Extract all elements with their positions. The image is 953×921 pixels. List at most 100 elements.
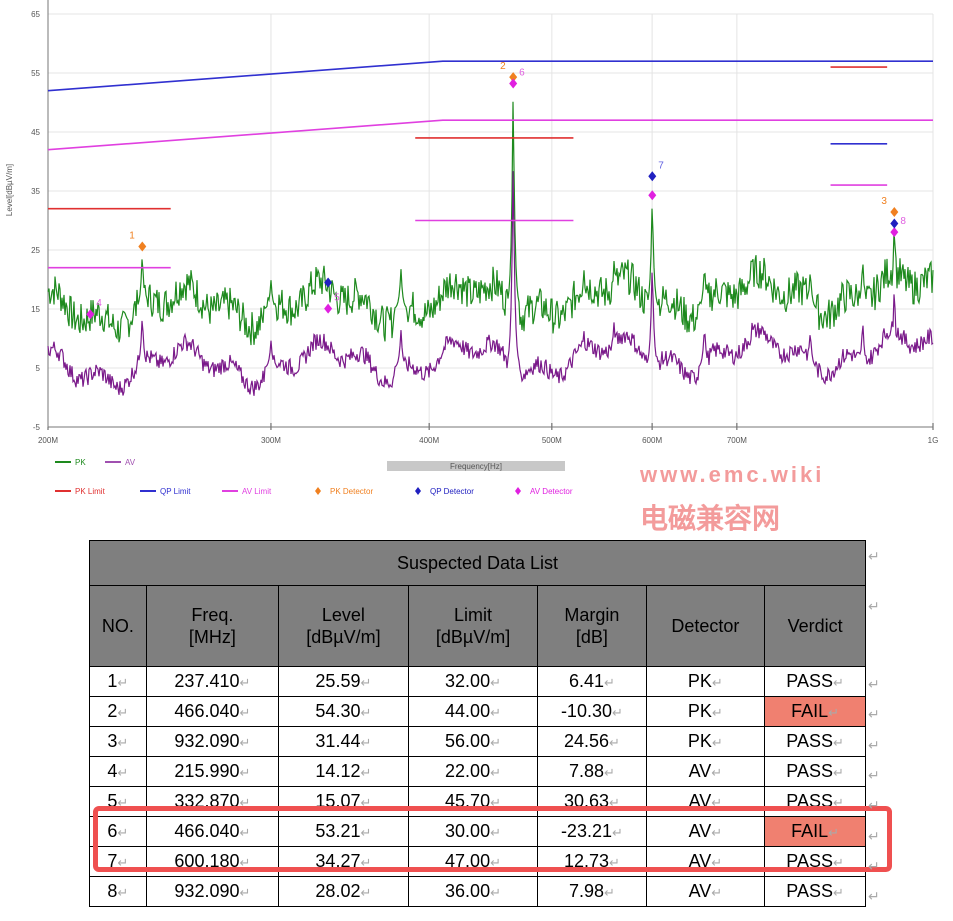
pk-trace	[47, 101, 934, 346]
return-mark: ↵	[239, 705, 251, 720]
return-mark: ↵	[490, 705, 501, 720]
limit-line	[47, 60, 933, 92]
return-mark: ↵	[360, 735, 372, 750]
return-mark: ↵	[490, 855, 501, 870]
return-mark: ↵	[490, 825, 501, 840]
return-mark: ↵	[828, 705, 840, 720]
cell-text: 44.00	[445, 701, 491, 721]
table-title: Suspected Data List	[89, 540, 866, 586]
x-tick-label: 200M	[38, 436, 58, 445]
table-cell: AV↵	[645, 876, 766, 907]
marker-qp	[324, 277, 333, 288]
return-mark: ↵	[239, 675, 251, 690]
header-row: NO. Freq. [MHz] Level [dBµV/m] Limit [dBµV/…	[89, 585, 866, 667]
cell-text: 466.040	[174, 701, 240, 721]
table-cell: PASS↵	[764, 756, 866, 787]
return-mark: ↵	[608, 855, 620, 870]
table-cell: 237.410↵	[145, 666, 280, 697]
table-cell: 44.00↵	[407, 696, 539, 727]
cell-text: 5	[107, 791, 118, 811]
cell-text: 2	[107, 701, 118, 721]
return-mark: ↵	[832, 735, 844, 750]
return-mark: ↵	[711, 765, 723, 780]
legend-swatch	[415, 487, 421, 495]
return-mark: ↵	[868, 827, 880, 844]
cell-text: 12.73	[563, 851, 609, 871]
cell-text: PASS	[786, 761, 833, 781]
cell-text: 8	[107, 881, 118, 901]
table-cell: PASS↵	[764, 786, 866, 817]
y-tick-label: 45	[31, 128, 40, 137]
return-mark: ↵	[868, 857, 880, 874]
x-tick-label: 400M	[419, 436, 439, 445]
cell-text: 24.56	[563, 731, 609, 751]
x-label-bg	[387, 461, 565, 471]
cell-text: PASS	[786, 851, 833, 871]
cell-text: 932.090	[174, 881, 240, 901]
return-mark: ↵	[603, 885, 615, 900]
marker-qp	[648, 171, 657, 182]
table-cell: 36.00↵	[407, 876, 539, 907]
return-mark: ↵	[832, 675, 844, 690]
return-mark: ↵	[490, 675, 501, 690]
table-cell: 1↵	[89, 666, 147, 697]
watermark-cn: 电磁兼容网	[640, 503, 781, 534]
table-cell: 932.090↵	[145, 876, 280, 907]
cell-text: PASS	[786, 881, 833, 901]
cell-text: 932.090	[174, 731, 240, 751]
return-mark: ↵	[239, 825, 251, 840]
return-mark: ↵	[117, 735, 129, 750]
marker-label: 8	[900, 216, 906, 227]
return-mark: ↵	[868, 766, 880, 783]
table-cell: FAIL↵	[764, 696, 866, 727]
cell-text: FAIL	[791, 701, 829, 721]
return-mark: ↵	[608, 735, 620, 750]
marker-pk	[138, 241, 147, 252]
legend-label: QP Limit	[160, 487, 191, 496]
cell-text: 36.00	[445, 881, 491, 901]
table-cell: 7.98↵	[537, 876, 647, 907]
cell-text: -23.21	[560, 821, 612, 841]
cell-text: AV	[688, 881, 712, 901]
table-cell: 53.21↵	[278, 816, 409, 847]
cell-text: 54.30	[315, 701, 361, 721]
cell-text: 22.00	[445, 761, 491, 781]
marker-pk	[509, 72, 518, 83]
marker-label: 3	[881, 196, 887, 207]
cell-text: 34.27	[315, 851, 361, 871]
return-mark: ↵	[868, 888, 880, 905]
return-mark: ↵	[603, 765, 615, 780]
column-header: NO.	[89, 585, 147, 667]
return-mark: ↵	[868, 548, 880, 564]
marker-av	[86, 309, 95, 320]
table-cell: 31.44↵	[278, 726, 409, 757]
return-mark: ↵	[360, 855, 372, 870]
table-cell: 3↵	[89, 726, 147, 757]
cell-text: 6	[107, 821, 118, 841]
return-mark: ↵	[360, 885, 372, 900]
return-mark: ↵	[868, 706, 880, 723]
return-mark: ↵	[360, 825, 372, 840]
return-mark: ↵	[239, 735, 251, 750]
cell-text: 32.00	[445, 671, 491, 691]
cell-text: PASS	[786, 671, 833, 691]
marker-av	[648, 190, 657, 201]
cell-text: 47.00	[445, 851, 491, 871]
return-mark: ↵	[490, 765, 501, 780]
highlight-box	[93, 806, 892, 872]
table-cell: 932.090↵	[145, 726, 280, 757]
legend-label: PK	[75, 458, 86, 467]
table-row: 6↵ 466.040↵ 53.21↵ 30.00↵ -23.21↵ AV↵ FAIL↵	[89, 816, 866, 847]
table-cell: 8↵	[89, 876, 147, 907]
column-header: Verdict	[764, 585, 866, 667]
return-mark: ↵	[239, 855, 251, 870]
column-header: Freq. [MHz]	[145, 585, 280, 667]
y-tick-label: 15	[31, 305, 40, 314]
table-cell: PK↵	[645, 666, 766, 697]
marker-label: 4	[96, 298, 102, 309]
return-mark: ↵	[832, 885, 844, 900]
x-tick-label: 600M	[642, 436, 662, 445]
column-header: Detector	[645, 585, 766, 667]
return-mark: ↵	[868, 676, 880, 692]
table-cell: 28.02↵	[278, 876, 409, 907]
